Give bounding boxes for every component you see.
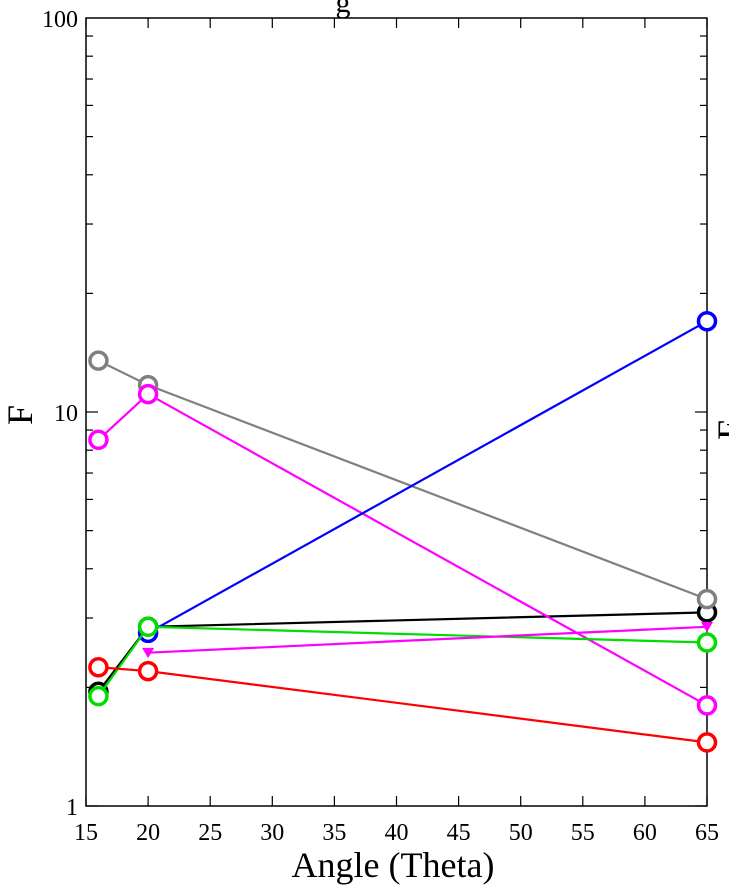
data-point: [701, 621, 713, 633]
data-point: [142, 647, 155, 659]
data-point: [88, 685, 109, 707]
series-group: [88, 310, 718, 753]
series-line: [148, 625, 708, 654]
series-2: [88, 383, 718, 716]
data-point: [696, 588, 718, 610]
series-line: [147, 320, 708, 634]
data-point: [696, 732, 718, 753]
right-y-axis-label-fragment: F: [710, 420, 729, 440]
x-axis-label: Angle (Theta): [292, 845, 495, 885]
series-line: [98, 666, 708, 744]
series-line: [97, 611, 708, 693]
x-tick-label: 65: [695, 820, 719, 846]
x-tick-label: 15: [74, 820, 98, 846]
data-point: [696, 632, 718, 653]
data-point: [88, 656, 109, 678]
x-tick-label: 40: [385, 820, 409, 846]
series-line: [97, 625, 708, 697]
x-axis-ticks: 15 20 25 30 35 40 45 50 55 60 65: [74, 18, 719, 846]
data-point: [696, 695, 718, 716]
y-tick-label: 10: [54, 401, 78, 427]
series-line: [97, 359, 708, 601]
x-tick-label: 50: [509, 820, 533, 846]
y-axis-ticks: 1 10 100: [42, 7, 707, 821]
x-tick-label: 30: [260, 820, 284, 846]
data-point: [88, 429, 109, 451]
series-6: [88, 656, 718, 753]
series-3: [137, 310, 718, 644]
y-tick-label: 100: [42, 7, 78, 33]
x-tick-label: 35: [322, 820, 346, 846]
data-point: [88, 350, 109, 371]
chart-title: g: [336, 0, 351, 19]
y-axis-label: F: [0, 405, 40, 425]
y-tick-label: 1: [66, 795, 78, 821]
x-tick-label: 60: [633, 820, 657, 846]
x-tick-label: 25: [198, 820, 222, 846]
series-5: [142, 621, 713, 659]
data-point: [137, 616, 159, 638]
x-tick-label: 45: [447, 820, 471, 846]
x-tick-label: 20: [136, 820, 160, 846]
series-1: [88, 350, 718, 610]
series-line: [97, 392, 708, 707]
data-point: [137, 383, 159, 405]
data-point: [137, 660, 159, 682]
data-point: [696, 310, 718, 332]
series-4: [88, 616, 718, 707]
x-tick-label: 55: [571, 820, 595, 846]
